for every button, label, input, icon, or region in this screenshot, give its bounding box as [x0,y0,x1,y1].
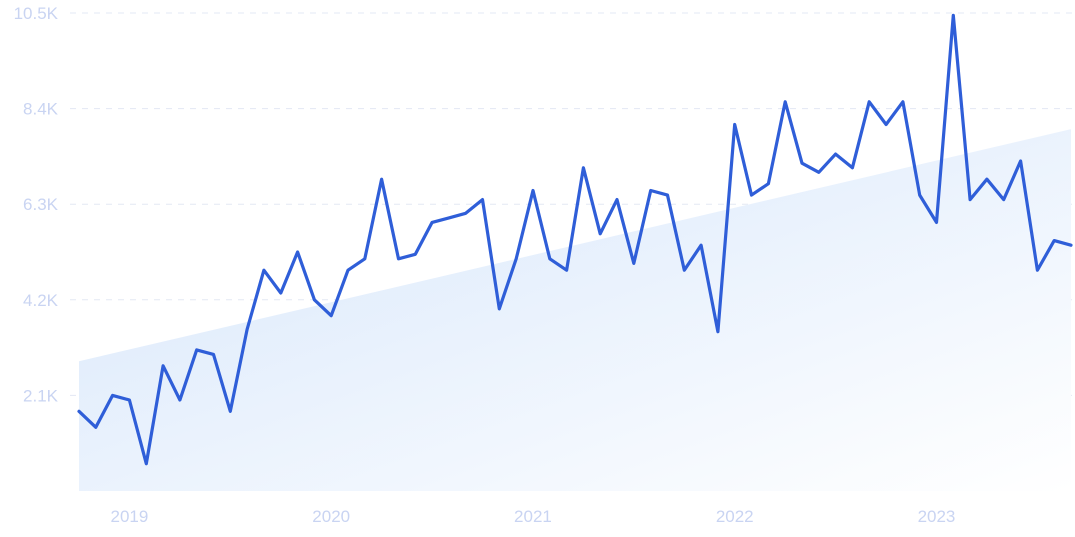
y-tick-label: 2.1K [23,386,59,405]
series-line [77,13,1073,466]
y-tick-label: 8.4K [23,100,59,119]
y-tick-label: 4.2K [23,291,59,310]
trend-area [79,129,1071,492]
x-axis-ticks: 2019 2020 2021 2022 2023 [111,507,956,526]
y-tick-label: 10.5K [14,4,59,23]
y-axis-ticks: 2.1K 4.2K 6.3K 8.4K 10.5K [14,4,59,405]
x-tick-label: 2022 [716,507,754,526]
x-tick-label: 2021 [514,507,552,526]
x-tick-label: 2020 [312,507,350,526]
y-tick-label: 6.3K [23,195,59,214]
x-tick-label: 2019 [111,507,149,526]
x-tick-label: 2023 [918,507,956,526]
